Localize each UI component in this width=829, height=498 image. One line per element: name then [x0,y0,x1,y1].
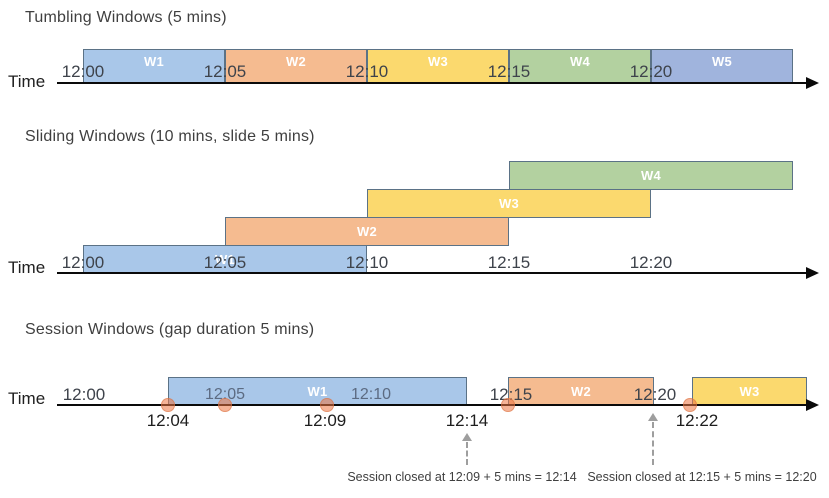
arrow-right-icon [806,399,819,411]
event-time-label: 12:09 [303,411,347,430]
tick-label: 12:05 [203,253,247,272]
window-w3: W3 [367,189,651,218]
session-close-annotation: Session closed at 12:15 + 5 mins = 12:20 [587,470,817,484]
session-section-title: Session Windows (gap duration 5 mins) [25,321,315,338]
timeline [57,82,808,84]
session-close-annotation: Session closed at 12:09 + 5 mins = 12:14 [347,470,577,484]
tick-label: 12:05 [203,62,247,81]
arrow-up-icon [462,433,472,441]
tick-label: 12:00 [61,62,105,81]
session-close-arrow [461,433,473,465]
window-label: W4 [640,168,662,183]
tick-label: 12:20 [629,62,673,81]
window-label: W1 [307,383,328,399]
event-time-label: 12:04 [146,411,190,430]
window-w2: W2 [225,217,509,246]
window-label: W1 [143,54,165,69]
arrow-right-icon [806,267,819,279]
event-dot-12-09 [320,398,334,412]
session-close-arrow [647,413,659,465]
event-dot-12-15 [501,398,515,412]
event-dot-12-05 [218,398,232,412]
window-w1: W1 [168,377,467,405]
timeline [57,272,808,274]
window-w2: W2 [508,377,654,405]
tick-label: 12:15 [487,253,531,272]
event-dot-12-04 [161,398,175,412]
window-label: W5 [711,54,733,69]
window-label: W2 [356,224,378,239]
tick-label: 12:20 [633,385,677,404]
event-time-label: 12:22 [675,411,719,430]
tick-label: 12:20 [629,253,673,272]
time-axis-label: Time [8,389,46,408]
window-label: W4 [569,54,591,69]
window-label: W2 [570,383,592,399]
tumbling-section-title: Tumbling Windows (5 mins) [25,9,227,26]
tick-label: 12:00 [62,385,106,404]
window-w3: W3 [692,377,807,405]
window-label: W1 [214,251,236,267]
window-label: W3 [739,383,760,399]
tick-label: 12:15 [487,62,531,81]
tick-label: 12:10 [350,386,392,403]
tick-label: 12:00 [61,253,105,272]
window-w1: W1 [83,245,367,273]
window-label: W2 [285,54,307,69]
window-w5: W5 [651,49,793,83]
window-w1: W1 [83,49,225,83]
window-w3: W3 [367,49,509,83]
window-w4: W4 [509,161,793,190]
time-axis-label: Time [8,258,46,277]
sliding-section-title: Sliding Windows (10 mins, slide 5 mins) [25,128,315,145]
arrow-right-icon [806,77,819,89]
timeline [57,404,808,406]
window-label: W3 [498,196,520,211]
event-dot-12-22 [683,398,697,412]
tick-label: 12:10 [345,62,389,81]
event-time-label: 12:14 [445,411,489,430]
window-label: W3 [427,54,449,69]
tick-label: 12:10 [345,253,389,272]
time-axis-label: Time [8,72,46,91]
arrow-up-icon [648,413,658,421]
tick-label: 12:05 [204,386,246,403]
tick-label: 12:15 [489,385,533,404]
